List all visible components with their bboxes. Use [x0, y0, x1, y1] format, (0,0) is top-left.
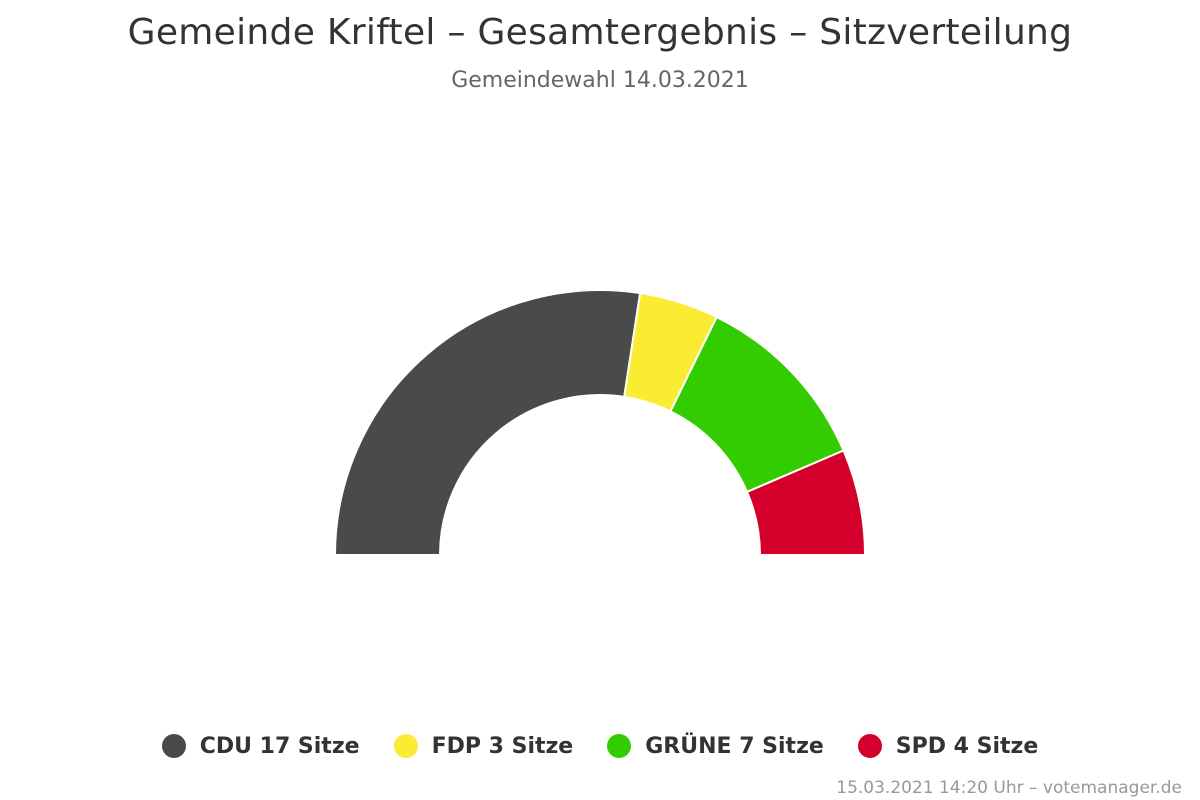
chart-subtitle: Gemeindewahl 14.03.2021 [451, 68, 749, 93]
legend-marker-cdu [161, 734, 186, 758]
legend-item-cdu[interactable]: CDU 17 Sitze [161, 733, 360, 759]
legend-marker-fdp [393, 734, 418, 758]
legend-label-fdp: FDP 3 Sitze [431, 733, 574, 759]
legend-marker-spd [857, 734, 882, 758]
credits-link[interactable]: 15.03.2021 14:20 Uhr – votemanager.de [836, 778, 1182, 798]
legend: CDU 17 Sitze FDP 3 Sitze GRÜNE 7 Sitze S… [0, 726, 1200, 766]
legend-label-cdu: CDU 17 Sitze [199, 733, 360, 759]
legend-label-gruene: GRÜNE 7 Sitze [645, 733, 824, 759]
legend-item-fdp[interactable]: FDP 3 Sitze [393, 733, 574, 759]
slice-cdu[interactable] [334, 289, 642, 556]
chart-title: Gemeinde Kriftel – Gesamtergebnis – Sitz… [127, 12, 1073, 53]
legend-marker-gruene [607, 734, 632, 758]
legend-item-gruene[interactable]: GRÜNE 7 Sitze [607, 734, 824, 759]
slice-spd[interactable] [746, 449, 866, 556]
legend-item-spd[interactable]: SPD 4 Sitze [857, 733, 1039, 759]
legend-label-spd: SPD 4 Sitze [895, 733, 1039, 759]
